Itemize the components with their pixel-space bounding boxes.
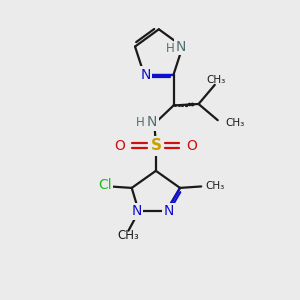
Text: H: H xyxy=(136,116,145,129)
Text: CH₃: CH₃ xyxy=(207,75,226,85)
Text: CH₃: CH₃ xyxy=(225,118,244,128)
Text: N: N xyxy=(140,68,151,82)
Text: Cl: Cl xyxy=(98,178,112,192)
Text: N: N xyxy=(176,40,186,54)
Text: O: O xyxy=(186,139,197,153)
Text: N: N xyxy=(131,205,142,218)
Text: S: S xyxy=(150,138,161,153)
Text: N: N xyxy=(147,115,157,129)
Text: O: O xyxy=(115,139,125,153)
Text: H: H xyxy=(166,42,174,56)
Text: N: N xyxy=(164,205,174,218)
Text: CH₃: CH₃ xyxy=(118,230,140,242)
Text: CH₃: CH₃ xyxy=(206,182,225,191)
